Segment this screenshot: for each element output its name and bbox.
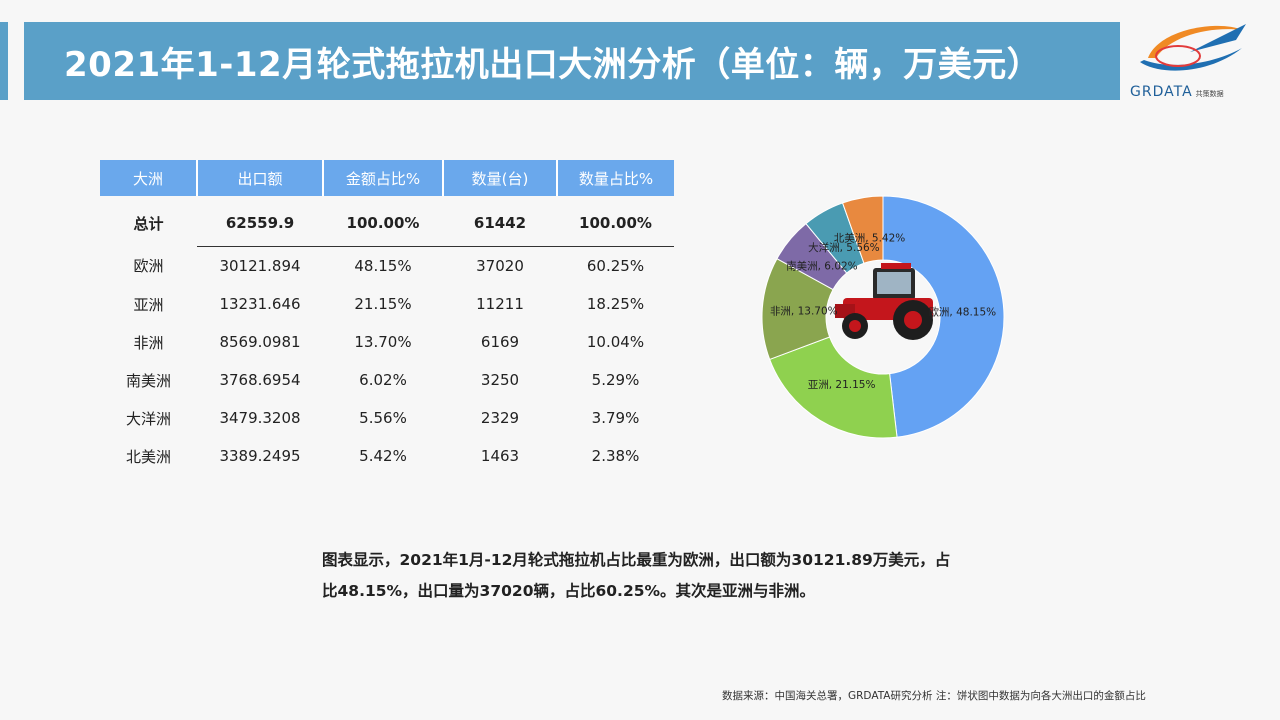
pie-slice-label: 欧洲, 48.15% (928, 306, 996, 318)
donut-chart: 欧洲, 48.15% 亚洲, 21.15% 非洲, 13.70% 南美洲, 6.02%… (761, 195, 1005, 439)
table-cell: 5.42% (359, 447, 407, 465)
table-cell: 总计 (133, 214, 164, 233)
table-cell: 13231.646 (219, 295, 301, 313)
table-cell: 11211 (476, 295, 524, 313)
page-title: 2021年1-12月轮式拖拉机出口大洲分析（单位：辆，万美元） (64, 44, 1042, 85)
header-continent: 大洲 (100, 160, 198, 196)
table-cell: 6169 (480, 333, 520, 351)
table-row: 欧洲 30121.894 48.15% 37020 60.25% (100, 247, 674, 286)
table-cell: 3768.6954 (219, 371, 301, 389)
table-cell: 60.25% (586, 257, 645, 275)
logo-swoosh-icon (1140, 24, 1246, 71)
table-cell: 3250 (480, 371, 520, 389)
grdata-logo: GRDATA 共策数据 (1130, 18, 1260, 104)
table-cell: 3479.3208 (219, 409, 301, 427)
table-cell: 欧洲 (133, 257, 164, 276)
chart-description: 图表显示，2021年1月-12月轮式拖拉机占比最重为欧洲，出口额为30121.8… (322, 551, 951, 600)
table-cell: 3.79% (591, 409, 640, 427)
table-row: 非洲 8569.0981 13.70% 6169 10.04% (100, 323, 674, 361)
table-cell: 100.00% (323, 196, 443, 247)
table-cell: 62559.9 (197, 196, 323, 247)
logo-text: GRDATA (1130, 84, 1193, 100)
table-row: 亚洲 13231.646 21.15% 11211 18.25% (100, 285, 674, 323)
table-cell: 18.25% (586, 295, 645, 313)
table-cell: 3389.2495 (219, 447, 301, 465)
table-cell: 大洋洲 (125, 409, 171, 428)
table-cell: 6.02% (359, 371, 407, 389)
tractor-image (835, 263, 933, 340)
table-total-row: 总计 62559.9 100.00% 61442 100.00% (100, 196, 674, 247)
table-cell: 5.29% (591, 371, 640, 389)
export-table: 大洲 出口额 金额占比% 数量(台) 数量占比% 总计 62559.9 100.… (100, 160, 674, 475)
table-row: 大洋洲 3479.3208 5.56% 2329 3.79% (100, 399, 674, 437)
logo-subtext: 共策数据 (1195, 90, 1224, 98)
table-cell: 30121.894 (219, 257, 301, 275)
table-cell: 2.38% (591, 447, 640, 465)
pie-slice-label: 亚洲, 21.15% (808, 379, 876, 391)
table-cell: 非洲 (133, 333, 164, 352)
pie-slice-label: 南美洲, 6.02% (786, 259, 858, 272)
title-bar: 2021年1-12月轮式拖拉机出口大洲分析（单位：辆，万美元） (24, 22, 1120, 100)
left-accent-bar (0, 22, 8, 100)
table-header-row: 大洲 出口额 金额占比% 数量(台) 数量占比% (100, 160, 674, 196)
pie-slice-label: 大洋洲, 5.56% (808, 241, 880, 254)
pie-slice-5 (841, 195, 884, 264)
header-quantity-share: 数量占比% (557, 160, 674, 196)
table-row: 南美洲 3768.6954 6.02% 3250 5.29% (100, 361, 674, 399)
pie-slice-0 (882, 195, 1005, 438)
header-amount-share: 金额占比% (323, 160, 444, 196)
table-cell: 48.15% (354, 257, 412, 275)
pie-slice-label: 北美洲, 5.42% (834, 232, 906, 245)
header-export-amount: 出口额 (197, 160, 324, 196)
table-cell: 亚洲 (133, 295, 164, 314)
table-cell: 1463 (480, 447, 520, 465)
table-cell: 8569.0981 (219, 333, 301, 351)
table-cell: 5.56% (359, 409, 407, 427)
table-cell: 南美洲 (125, 371, 171, 390)
table-row: 北美洲 3389.2495 5.42% 1463 2.38% (100, 437, 674, 475)
data-source-note: 数据来源：中国海关总署，GRDATA研究分析 注：饼状图中数据为向各大洲出口的金… (722, 690, 1146, 702)
table-cell: 37020 (476, 257, 524, 275)
pie-slice-label: 非洲, 13.70% (770, 305, 838, 317)
table-cell: 2329 (480, 409, 520, 427)
table-cell: 北美洲 (125, 447, 171, 466)
pie-slice-1 (769, 336, 898, 439)
table-cell: 10.04% (586, 333, 645, 351)
table-cell: 13.70% (354, 333, 412, 351)
table-cell: 21.15% (354, 295, 412, 313)
header-quantity: 数量(台) (443, 160, 558, 196)
table-cell: 61442 (443, 196, 557, 247)
table-cell: 100.00% (557, 196, 674, 247)
